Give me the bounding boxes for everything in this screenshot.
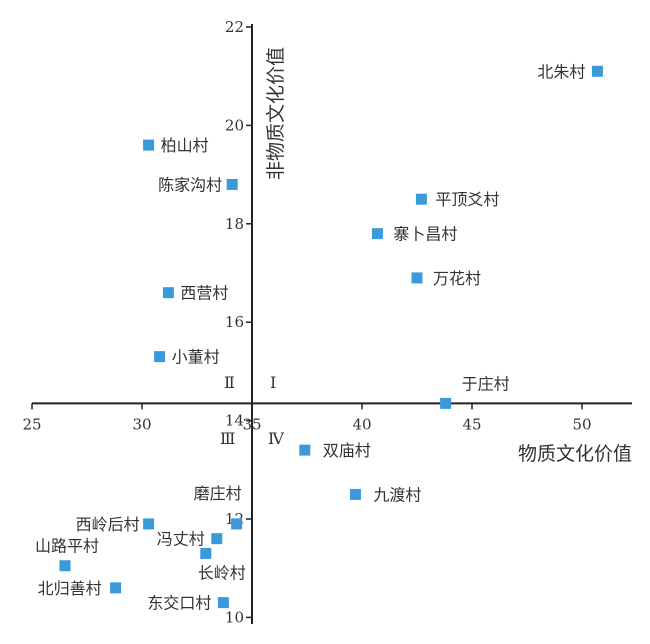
point-label: 柏山村 xyxy=(161,136,209,155)
quadrant-label-4: Ⅳ xyxy=(268,429,285,448)
quadrant-label-2: Ⅱ xyxy=(224,373,235,392)
x-tick-label-40: 40 xyxy=(352,415,371,433)
x-tick-label-45: 45 xyxy=(462,415,481,433)
data-point xyxy=(440,397,452,409)
x-tick-label-30: 30 xyxy=(132,415,151,433)
point-label: 磨庄村 xyxy=(194,484,242,503)
point-label: 西营村 xyxy=(180,284,228,303)
point-label: 万花村 xyxy=(433,269,481,288)
y-tick-label-16: 16 xyxy=(225,313,244,331)
y-tick-label-10: 10 xyxy=(225,608,244,626)
data-point xyxy=(217,597,229,609)
data-point xyxy=(200,547,212,559)
point-label: 北朱村 xyxy=(537,62,585,81)
point-label: 北归善村 xyxy=(38,579,102,598)
data-point xyxy=(143,139,155,151)
point-label: 冯丈村 xyxy=(157,530,205,549)
point-label: 山路平村 xyxy=(35,537,99,556)
x-tick-label-25: 25 xyxy=(22,415,41,433)
quadrant-label-3: Ⅲ xyxy=(220,429,235,448)
data-point xyxy=(110,582,122,594)
data-point xyxy=(231,518,243,530)
point-label: 长岭村 xyxy=(198,563,246,582)
data-point xyxy=(143,518,155,530)
data-point xyxy=(162,287,174,299)
point-label: 小董村 xyxy=(172,348,220,367)
point-label: 九渡村 xyxy=(373,485,421,504)
quadrant-label-1: Ⅰ xyxy=(270,373,276,392)
data-point xyxy=(415,193,427,205)
data-point xyxy=(349,488,361,500)
y-tick-label-22: 22 xyxy=(225,18,244,36)
data-point xyxy=(591,65,603,77)
y-tick-label-20: 20 xyxy=(225,116,244,134)
point-label: 寨卜昌村 xyxy=(393,225,457,244)
data-point xyxy=(59,560,71,572)
point-label: 东交口村 xyxy=(147,594,211,613)
y-tick-label-14: 14 xyxy=(225,412,244,430)
point-label: 西岭后村 xyxy=(76,515,140,534)
data-point xyxy=(226,178,238,190)
point-label: 平顶爻村 xyxy=(435,190,499,209)
point-label: 陈家沟村 xyxy=(158,175,222,194)
x-axis-title: 物质文化价值 xyxy=(518,443,632,465)
point-label: 于庄村 xyxy=(462,374,510,393)
data-point xyxy=(211,533,223,545)
data-point xyxy=(371,228,383,240)
data-point xyxy=(154,351,166,363)
y-axis-title: 非物质文化价值 xyxy=(265,47,287,180)
point-label: 双庙村 xyxy=(323,441,371,460)
data-point xyxy=(411,272,423,284)
data-point xyxy=(299,444,311,456)
y-tick-label-18: 18 xyxy=(225,215,244,233)
x-tick-label-50: 50 xyxy=(572,415,591,433)
